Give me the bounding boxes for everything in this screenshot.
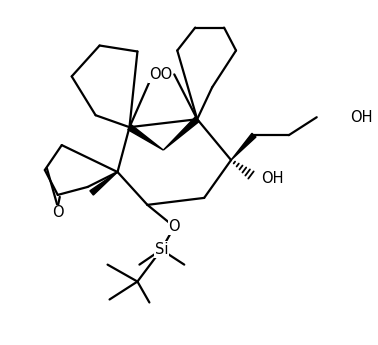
Polygon shape <box>128 125 163 150</box>
Text: OO: OO <box>149 67 172 82</box>
Text: O: O <box>52 205 64 220</box>
Polygon shape <box>163 117 199 150</box>
Polygon shape <box>90 172 118 195</box>
Text: O: O <box>169 219 180 234</box>
Text: Si: Si <box>155 242 168 257</box>
Text: OH: OH <box>261 171 284 187</box>
Text: OH: OH <box>350 110 373 125</box>
Polygon shape <box>231 133 256 160</box>
